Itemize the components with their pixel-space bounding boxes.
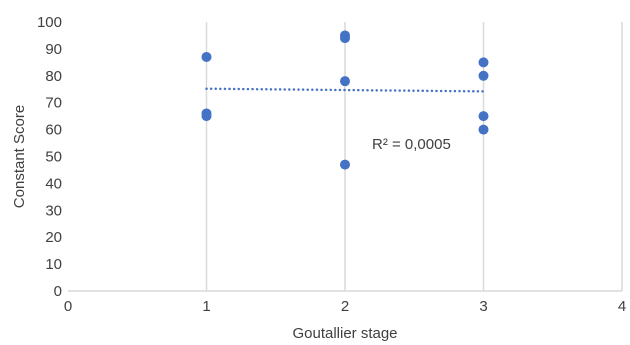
y-tick-label: 20 — [45, 229, 62, 246]
y-tick-label: 100 — [37, 14, 62, 31]
data-point — [340, 33, 350, 44]
x-tick-label: 3 — [479, 298, 487, 315]
x-tick-label: 0 — [64, 298, 72, 315]
y-tick-label: 10 — [45, 256, 62, 273]
y-tick-label: 30 — [45, 202, 62, 219]
data-point — [478, 124, 489, 135]
x-tick-label: 1 — [202, 298, 210, 315]
data-point — [340, 76, 350, 87]
trendline-group — [205, 87, 485, 93]
r-squared-annotation: R² = 0,0005 — [372, 136, 451, 153]
y-axis-title: Constant Score — [11, 105, 28, 208]
data-point — [478, 57, 489, 68]
data-point — [201, 111, 212, 122]
y-tick-labels: 0 10 20 30 40 50 60 70 80 90 100 — [37, 14, 62, 300]
data-point — [340, 159, 350, 170]
data-points — [201, 30, 489, 170]
trendline — [205, 87, 485, 93]
x-tick-label: 4 — [618, 298, 626, 315]
x-tick-label: 2 — [341, 298, 349, 315]
gridlines — [205, 22, 623, 291]
x-tick-labels: 0 1 2 3 4 — [64, 298, 626, 315]
y-tick-label: 70 — [45, 95, 62, 112]
x-axis-title: Goutallier stage — [292, 325, 397, 342]
y-tick-label: 40 — [45, 175, 62, 192]
data-point — [201, 51, 212, 62]
y-tick-label: 0 — [54, 283, 62, 300]
y-tick-label: 50 — [45, 149, 62, 166]
y-tick-label: 90 — [45, 41, 62, 58]
data-point — [478, 70, 489, 81]
data-point — [478, 111, 489, 122]
y-tick-label: 80 — [45, 68, 62, 85]
y-tick-label: 60 — [45, 122, 62, 139]
